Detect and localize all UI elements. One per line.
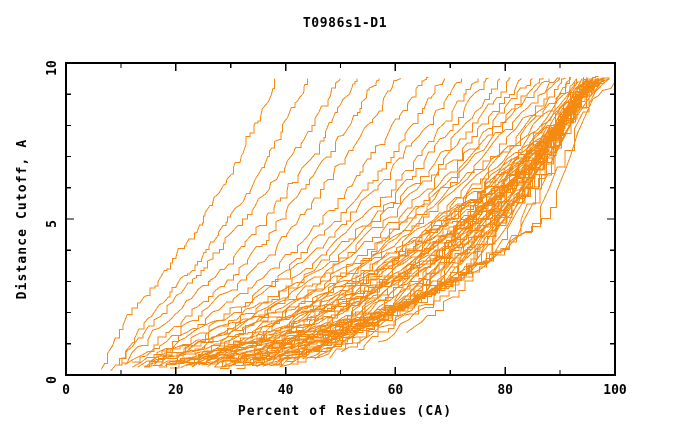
x-axis-title: Percent of Residues (CA) <box>238 404 452 419</box>
series-line-15 <box>158 78 533 367</box>
series-line-72 <box>406 81 616 334</box>
series-line-4 <box>121 78 358 364</box>
series-line-6 <box>131 78 402 363</box>
series-line-17 <box>165 78 550 365</box>
series-line-2 <box>110 78 309 372</box>
series-line-71 <box>377 78 610 343</box>
series-line-18 <box>164 77 561 366</box>
series-line-29 <box>198 78 588 365</box>
series-line-7 <box>132 77 429 368</box>
y-axis-title: Distance Cutoff, A <box>15 139 30 300</box>
series-line-13 <box>153 77 511 366</box>
x-tick-label: 100 <box>603 383 627 398</box>
chart-title: T0986s1-D1 <box>303 16 387 31</box>
series-line-26 <box>185 77 584 367</box>
ticks-layer <box>65 62 616 376</box>
y-tick-label: 0 <box>45 376 60 384</box>
series-layer <box>100 76 616 372</box>
series-line-1 <box>100 78 276 370</box>
series-line-19 <box>169 78 561 364</box>
x-tick-label: 40 <box>278 383 294 398</box>
series-line-70 <box>358 78 605 350</box>
series-line-22 <box>175 78 572 365</box>
x-tick-label: 60 <box>388 383 404 398</box>
y-tick-label: 10 <box>45 60 60 76</box>
series-line-11 <box>149 78 489 363</box>
series-line-3 <box>116 78 341 366</box>
x-tick-label: 20 <box>168 383 184 398</box>
series-line-9 <box>144 78 462 367</box>
series-line-8 <box>137 78 446 368</box>
series-line-14 <box>152 78 522 366</box>
x-tick-label: 80 <box>497 383 513 398</box>
series-line-16 <box>159 77 544 368</box>
series-line-5 <box>124 78 380 366</box>
tick-labels-layer: 0 20 40 60 80 100 0 5 10 <box>45 60 627 398</box>
x-tick-label: 0 <box>62 383 70 398</box>
y-tick-label: 5 <box>45 220 60 228</box>
series-line-28 <box>191 78 588 368</box>
